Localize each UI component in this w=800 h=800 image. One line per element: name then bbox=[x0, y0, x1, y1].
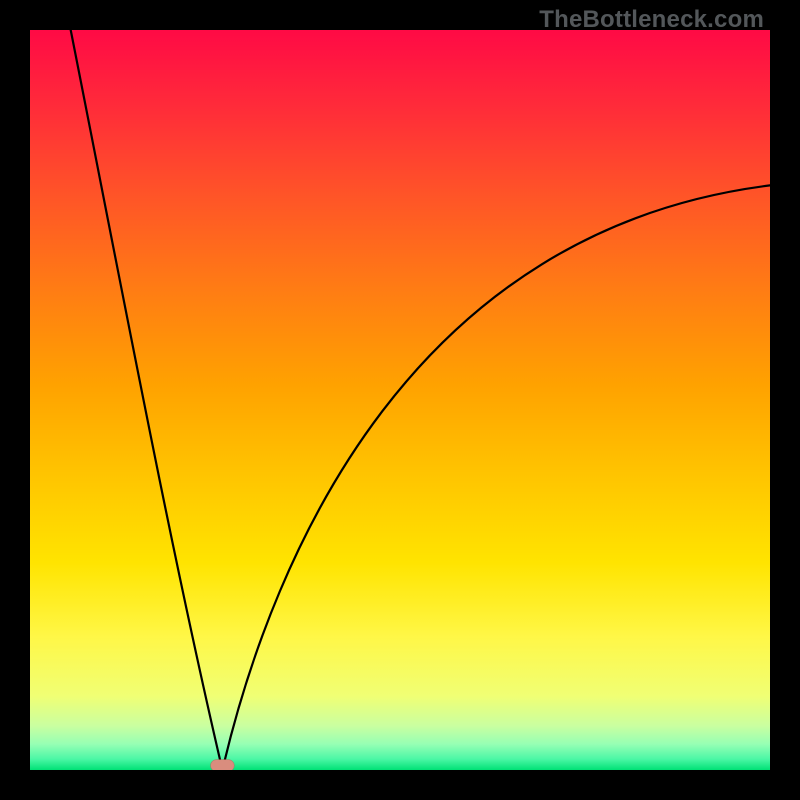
vertex-marker bbox=[211, 760, 235, 770]
chart-svg bbox=[30, 30, 770, 770]
watermark-text: TheBottleneck.com bbox=[539, 6, 764, 34]
gradient-background bbox=[30, 30, 770, 770]
plot-area bbox=[30, 30, 770, 770]
chart-container: TheBottleneck.com bbox=[0, 0, 800, 800]
